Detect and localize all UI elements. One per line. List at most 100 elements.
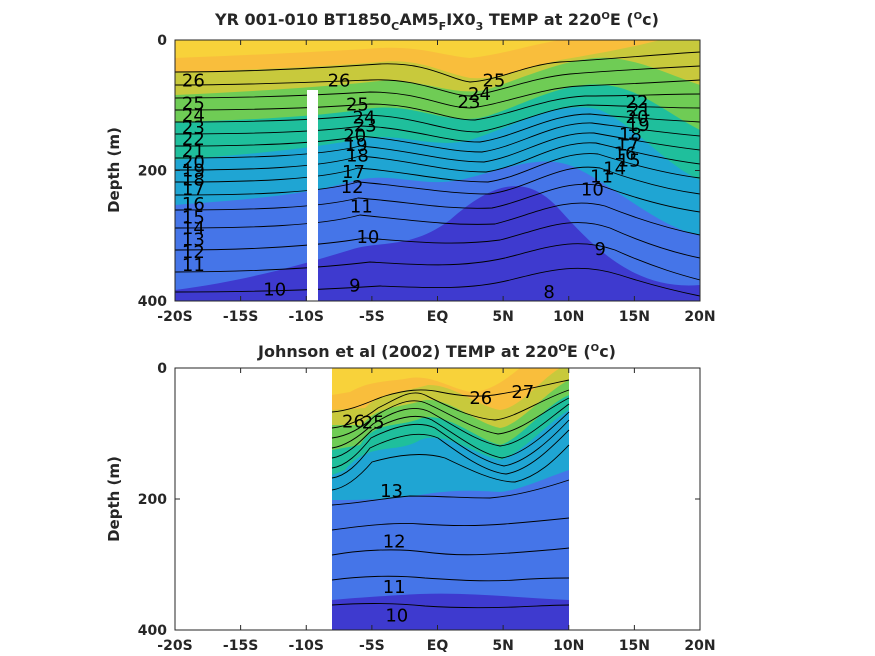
contour-label: 18 [619,125,642,146]
x-tick-label: 5N [492,309,513,325]
chart-title-2: Johnson et al (2002) TEMP at 220OE (Oc) [257,342,616,361]
title-part: E ( [610,10,634,29]
title-part: 3 [476,20,484,33]
x-tick-label: -15S [223,638,258,654]
contour-lines-1 [175,51,700,297]
contour-label: 19 [182,161,205,182]
contour-label: 15 [618,151,641,172]
axes-2: -20S -15S -10S -5S EQ 5N 10N 15N 20N 0 200 400 [138,361,716,654]
y-tick-label: 200 [138,492,167,508]
contour-label: 25 [362,412,385,433]
chart-panel-1: YR 001-010 BT1850CAM5FIX03 TEMP at 220OE… [105,10,716,325]
y-tick-label: 400 [138,294,167,310]
y-tick-label: 400 [138,623,167,639]
title-part: AM5 [399,10,438,29]
contour-label: 26 [328,70,351,91]
contour-label: 25 [182,93,205,114]
x-tick-label: -20S [157,309,192,325]
contour-label: 25 [482,70,505,91]
x-tick-label: -5S [359,309,385,325]
heatmap-field-1 [175,40,700,301]
title-part: TEMP at 220 [483,10,601,29]
x-tick-label: -5S [359,638,385,654]
contour-label: 10 [356,227,379,248]
no-data-gap [307,90,318,302]
title-part: O [634,11,643,22]
y-tick-label: 0 [157,361,167,377]
y-tick-label: 0 [157,33,167,49]
contour-label: 10 [385,606,408,627]
contour-labels-1: 2625242322212019181716151413121110262524… [182,70,651,302]
title-part: F [439,20,447,33]
contour-label: 24 [468,84,491,105]
contour-label: 20 [182,152,205,173]
contour-label: 9 [349,275,360,296]
x-tick-label: 15N [619,638,650,654]
contour-label: 25 [346,95,369,116]
contour-label: 21 [182,141,205,162]
x-tick-label: -10S [289,309,324,325]
x-tick-label: -20S [157,638,192,654]
contour-label: 9 [595,239,606,260]
x-tick-label: -15S [223,309,258,325]
contour-label: 27 [511,382,534,403]
contour-label: 14 [603,159,626,180]
contour-label: 14 [182,218,205,239]
axes-1: -20S -15S -10S -5S EQ 5N 10N 15N 20N 0 200 400 [138,33,716,325]
x-tick-label: 15N [619,309,650,325]
contour-label: 19 [627,115,650,136]
contour-label: 18 [346,145,369,166]
title-part: E ( [567,342,591,361]
contour-label: 16 [614,144,637,165]
title-part: c) [599,342,616,361]
title-part: Johnson et al (2002) TEMP at 220 [257,342,558,361]
x-tick-label: EQ [427,309,449,325]
title-part: C [391,20,399,33]
contour-label: 13 [182,230,205,251]
y-tick-label: 200 [138,164,167,180]
contour-label: 16 [182,194,205,215]
y-axis-label-1: Depth (m) [105,127,123,213]
y-axis-label-2: Depth (m) [105,456,123,542]
contour-label: 20 [343,125,366,146]
contour-label: 20 [626,107,649,128]
title-part: O [558,343,567,354]
contour-label: 12 [383,532,406,553]
contour-label: 17 [616,134,639,155]
contour-label: 11 [590,166,613,187]
x-tick-label: 20N [684,638,715,654]
contour-label: 12 [182,242,205,263]
contour-label: 11 [350,196,373,217]
title-part: O [601,11,610,22]
x-tick-label: EQ [427,638,449,654]
x-tick-label: 20N [684,309,715,325]
contour-label: 17 [342,162,365,183]
contour-label: 26 [182,70,205,91]
x-tick-label: 5N [492,638,513,654]
x-tick-label: 10N [553,309,584,325]
contour-label: 11 [182,255,205,276]
x-tick-label: 10N [553,638,584,654]
contour-label: 22 [182,129,205,150]
contour-label: 24 [353,108,376,129]
contour-label: 15 [182,207,205,228]
chart-title-1: YR 001-010 BT1850CAM5FIX03 TEMP at 220OE… [214,10,659,33]
title-part: c) [642,10,659,29]
contour-label: 24 [182,106,205,127]
contour-label: 10 [263,279,286,300]
contour-label: 26 [469,388,492,409]
contour-lines-2 [331,379,570,609]
contour-label: 22 [626,92,649,113]
contour-label: 8 [543,282,554,303]
x-tick-label: -10S [289,638,324,654]
contour-label: 11 [383,577,406,598]
contour-label: 19 [345,135,368,156]
contour-label: 17 [182,179,205,200]
contour-label: 18 [182,170,205,191]
contour-label: 23 [458,92,481,113]
contour-label: 23 [182,117,205,138]
title-part: O [591,343,600,354]
title-part: YR 001-010 BT1850 [214,10,391,29]
